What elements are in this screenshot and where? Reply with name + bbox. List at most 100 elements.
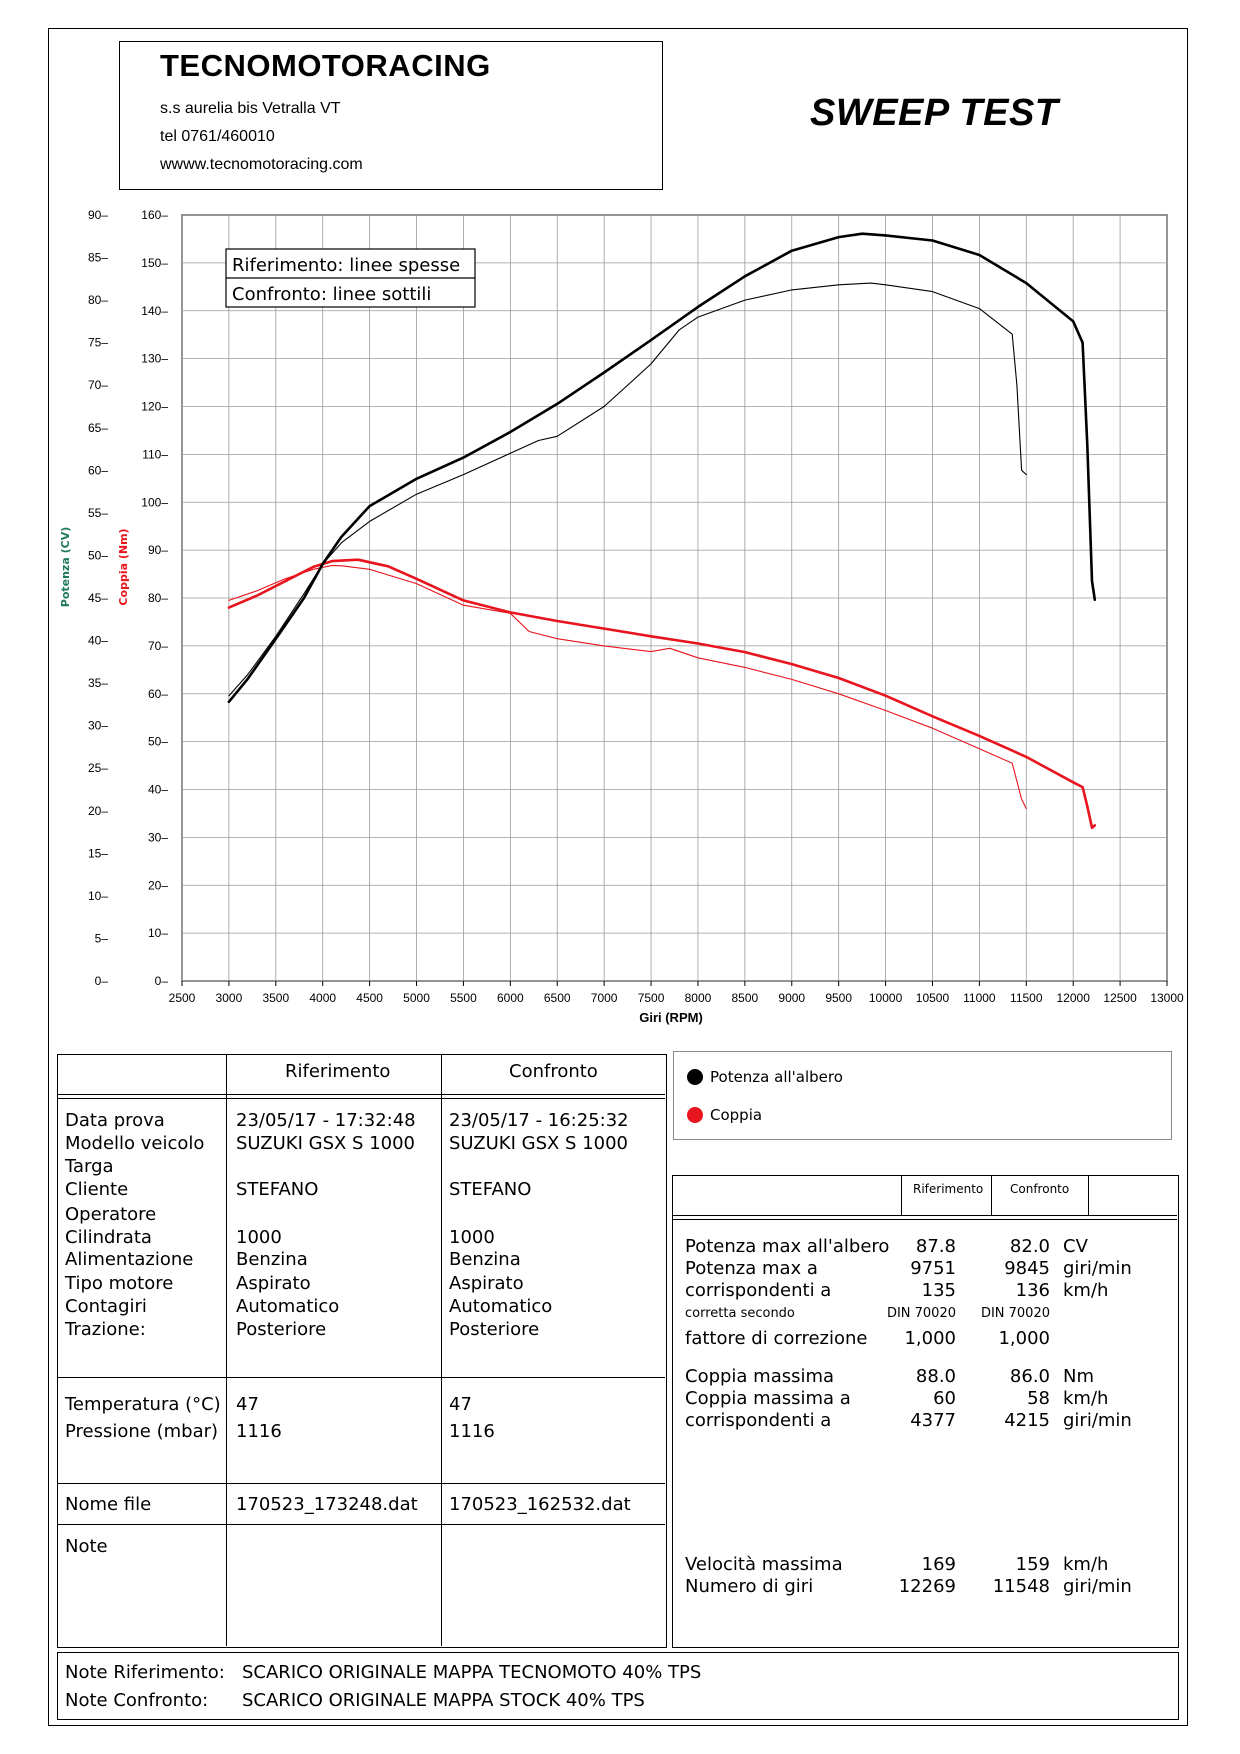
col-riferimento-right: Riferimento [913, 1182, 984, 1196]
power-curve-confronto [228, 282, 1027, 697]
x-tick-label: 4500 [356, 991, 383, 1005]
vehicle-field-label: Targa [65, 1156, 114, 1177]
power-stat-label: corrispondenti a [685, 1280, 832, 1301]
legend-power-label: Potenza all'albero [710, 1068, 843, 1086]
power-stat-rif: 9751 [910, 1258, 956, 1279]
power-tick-label: 85– [88, 251, 108, 265]
vehicle-field-label: Tipo motore [65, 1273, 174, 1294]
torque-curve-riferimento [227, 558, 1097, 830]
torque-tick-label: 120– [141, 400, 168, 414]
vehicle-field-label: Data prova [65, 1110, 165, 1131]
torque-tick-label: 50– [148, 735, 168, 749]
legend-torque-label: Coppia [710, 1106, 763, 1124]
conf-file: 170523_162532.dat [449, 1494, 631, 1515]
speed-stat-rif: 169 [921, 1554, 956, 1575]
power-stat-rif: DIN 70020 [886, 1306, 956, 1321]
x-axis-label: Giri (RPM) [639, 1010, 703, 1025]
power-stat-conf: DIN 70020 [980, 1306, 1050, 1321]
x-tick-label: 4000 [309, 991, 336, 1005]
x-tick-label: 8500 [732, 991, 759, 1005]
speed-stat-conf: 159 [1015, 1554, 1050, 1575]
x-tick-label: 7500 [638, 991, 665, 1005]
legend-power-marker [687, 1069, 703, 1085]
speed-stat-label: Numero di giri [685, 1576, 814, 1597]
x-tick-label: 6000 [497, 991, 524, 1005]
power-stat-rif: 135 [921, 1280, 956, 1301]
x-tick-label: 8000 [685, 991, 712, 1005]
vehicle-info-table: Riferimento Confronto Data prova 23/05/17… [57, 1054, 667, 1648]
company-address: s.s aurelia bis Vetralla VT [160, 100, 341, 117]
power-stat-label: corretta secondo [685, 1306, 795, 1321]
torque-stat-conf: 4215 [1004, 1410, 1050, 1431]
torque-tick-label: 60– [148, 687, 168, 701]
power-stat-rif: 87.8 [915, 1236, 956, 1257]
x-tick-label: 11000 [963, 991, 996, 1005]
power-stat-conf: 1,000 [998, 1328, 1050, 1349]
chart-axes: 2500 3000 3500 4000 4500 5000 5500 6000 6500 7000… [88, 208, 1184, 1005]
label-note: Note [65, 1536, 108, 1557]
power-stat-conf: 9845 [1004, 1258, 1050, 1279]
power-tick-label: 60– [88, 463, 108, 477]
x-tick-label: 9500 [825, 991, 852, 1005]
note-rif-text: SCARICO ORIGINALE MAPPA TECNOMOTO 40% TP… [242, 1662, 702, 1683]
torque-tick-label: 10– [148, 926, 168, 940]
conf-pressione: 1116 [449, 1421, 495, 1442]
power-stat-unit: CV [1063, 1236, 1088, 1257]
power-tick-label: 15– [88, 846, 108, 860]
power-tick-label: 55– [88, 506, 108, 520]
vehicle-field-conf: Benzina [449, 1249, 521, 1270]
company-phone: tel 0761/460010 [160, 128, 275, 145]
torque-tick-label: 110– [142, 447, 168, 461]
rif-temperatura: 47 [236, 1394, 259, 1415]
torque-stat-rif: 88.0 [915, 1366, 956, 1387]
power-tick-label: 0– [95, 974, 109, 988]
torque-stat-rif: 60 [933, 1388, 956, 1409]
speed-stat-conf: 11548 [992, 1576, 1050, 1597]
torque-stat-conf: 58 [1027, 1388, 1050, 1409]
power-tick-label: 45– [88, 591, 108, 605]
legend-box-line-2: Confronto: linee sottili [232, 284, 431, 305]
vehicle-field-rif: Aspirato [236, 1273, 311, 1294]
label-temperatura: Temperatura (°C) [65, 1394, 221, 1415]
vehicle-field-rif: 1000 [236, 1227, 282, 1248]
torque-stat-label: corrispondenti a [685, 1410, 832, 1431]
vehicle-field-rif: Benzina [236, 1249, 308, 1270]
vehicle-field-label: Modello veicolo [65, 1133, 205, 1154]
x-tick-label: 5500 [450, 991, 477, 1005]
torque-tick-label: 100– [141, 495, 168, 509]
torque-tick-label: 0– [155, 974, 169, 988]
power-tick-label: 40– [88, 634, 108, 648]
x-tick-label: 6500 [544, 991, 571, 1005]
torque-stat-rif: 4377 [910, 1410, 956, 1431]
y-axis-label-power: Potenza (CV) [59, 527, 72, 607]
series-legend: Potenza all'albero Coppia [673, 1051, 1172, 1140]
torque-tick-label: 160– [141, 208, 168, 222]
y-axis-label-torque: Coppia (Nm) [117, 528, 130, 605]
power-tick-label: 65– [88, 421, 108, 435]
legend-box-line-1: Riferimento: linee spesse [232, 255, 460, 276]
x-tick-label: 11500 [1010, 991, 1043, 1005]
x-tick-label: 5000 [403, 991, 430, 1005]
note-rif-label: Note Riferimento: [65, 1662, 225, 1683]
power-tick-label: 50– [88, 548, 108, 562]
speed-stat-rif: 12269 [898, 1576, 956, 1597]
x-tick-label: 13000 [1150, 991, 1184, 1005]
vehicle-field-label: Operatore [65, 1204, 157, 1225]
vehicle-field-conf: SUZUKI GSX S 1000 [449, 1133, 629, 1154]
torque-tick-label: 140– [141, 304, 168, 318]
vehicle-field-rif: 23/05/17 - 17:32:48 [236, 1110, 416, 1131]
power-tick-label: 70– [88, 378, 108, 392]
x-tick-label: 3000 [216, 991, 243, 1005]
power-tick-label: 35– [88, 676, 108, 690]
power-tick-label: 80– [88, 293, 108, 307]
col-riferimento: Riferimento [285, 1061, 391, 1082]
speed-stat-unit: km/h [1063, 1554, 1109, 1575]
vehicle-field-conf: Posteriore [449, 1319, 540, 1340]
company-name: TECNOMOTORACING [160, 48, 491, 83]
power-tick-label: 10– [88, 889, 108, 903]
conf-temperatura: 47 [449, 1394, 472, 1415]
torque-stat-unit: km/h [1063, 1388, 1109, 1409]
vehicle-field-conf: STEFANO [449, 1179, 532, 1200]
torque-tick-label: 150– [141, 256, 168, 270]
company-box: TECNOMOTORACING s.s aurelia bis Vetralla… [119, 41, 663, 190]
